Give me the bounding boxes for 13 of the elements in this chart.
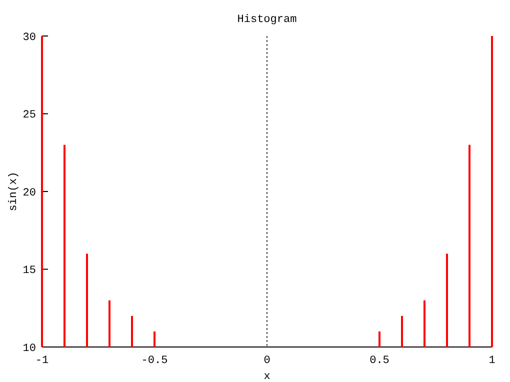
y-tick-label: 25	[22, 110, 36, 122]
y-tick-label: 20	[22, 187, 36, 200]
y-tick-label: 30	[22, 32, 36, 44]
x-tick-label: -0.5	[141, 355, 168, 367]
x-axis-title: x	[264, 371, 271, 382]
x-tick-label: 1	[488, 355, 496, 367]
y-axis-title: sin(x)	[8, 172, 20, 212]
y-tick-label: 15	[22, 265, 36, 278]
chart-title: Histogram	[237, 14, 298, 26]
x-tick-label: -1	[35, 355, 49, 367]
x-tick-label: 0.5	[370, 355, 390, 367]
y-tick-label: 10	[22, 342, 36, 355]
x-tick-label: 0	[264, 355, 270, 367]
